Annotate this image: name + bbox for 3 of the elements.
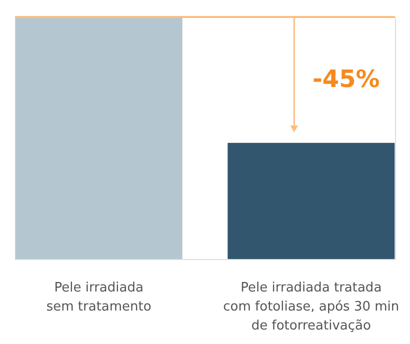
- x-tick-label: Pele irradiada sem tratamento: [46, 280, 152, 314]
- annotation: -45%: [312, 64, 380, 93]
- x-tick-label: Pele irradiada tratada com fotoliase, após 30 min de fotorreativação: [223, 280, 400, 334]
